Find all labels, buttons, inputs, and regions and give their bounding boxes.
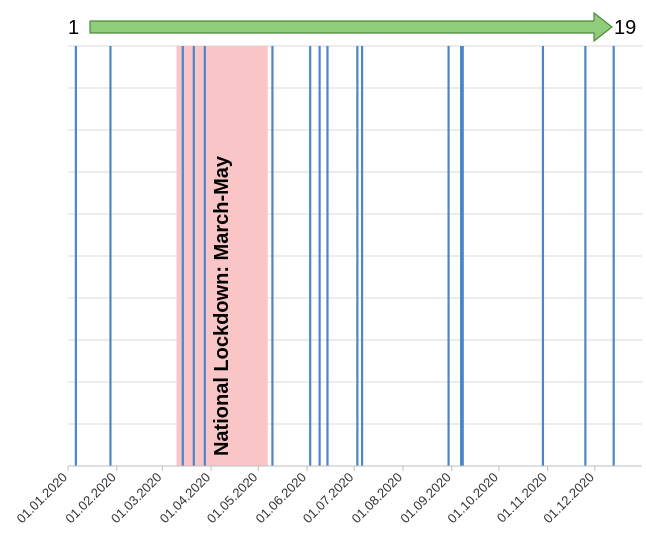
x-tick-label: 01.05.2020 [204,470,261,527]
sequence-arrow [89,11,613,43]
x-tick-label: 01.08.2020 [348,470,405,527]
highlight-range-layer: National Lockdown: March-May [176,46,268,466]
x-tick-label: 01.07.2020 [300,470,357,527]
sequence-end-label: 19 [614,17,636,39]
grid-layer [68,45,642,467]
x-tick-label: 01.12.2020 [540,470,597,527]
x-tick-label: 01.01.2020 [13,470,70,527]
x-axis: 01.01.202001.02.202001.03.202001.04.2020… [13,465,642,527]
lockdown-range [176,46,268,466]
sequence-arrow-group: 1 19 [68,11,636,43]
event-lines-layer [74,46,615,466]
lockdown-label: National Lockdown: March-May [211,155,233,456]
sequence-start-label: 1 [68,17,79,39]
x-tick-label: 01.10.2020 [444,470,501,527]
